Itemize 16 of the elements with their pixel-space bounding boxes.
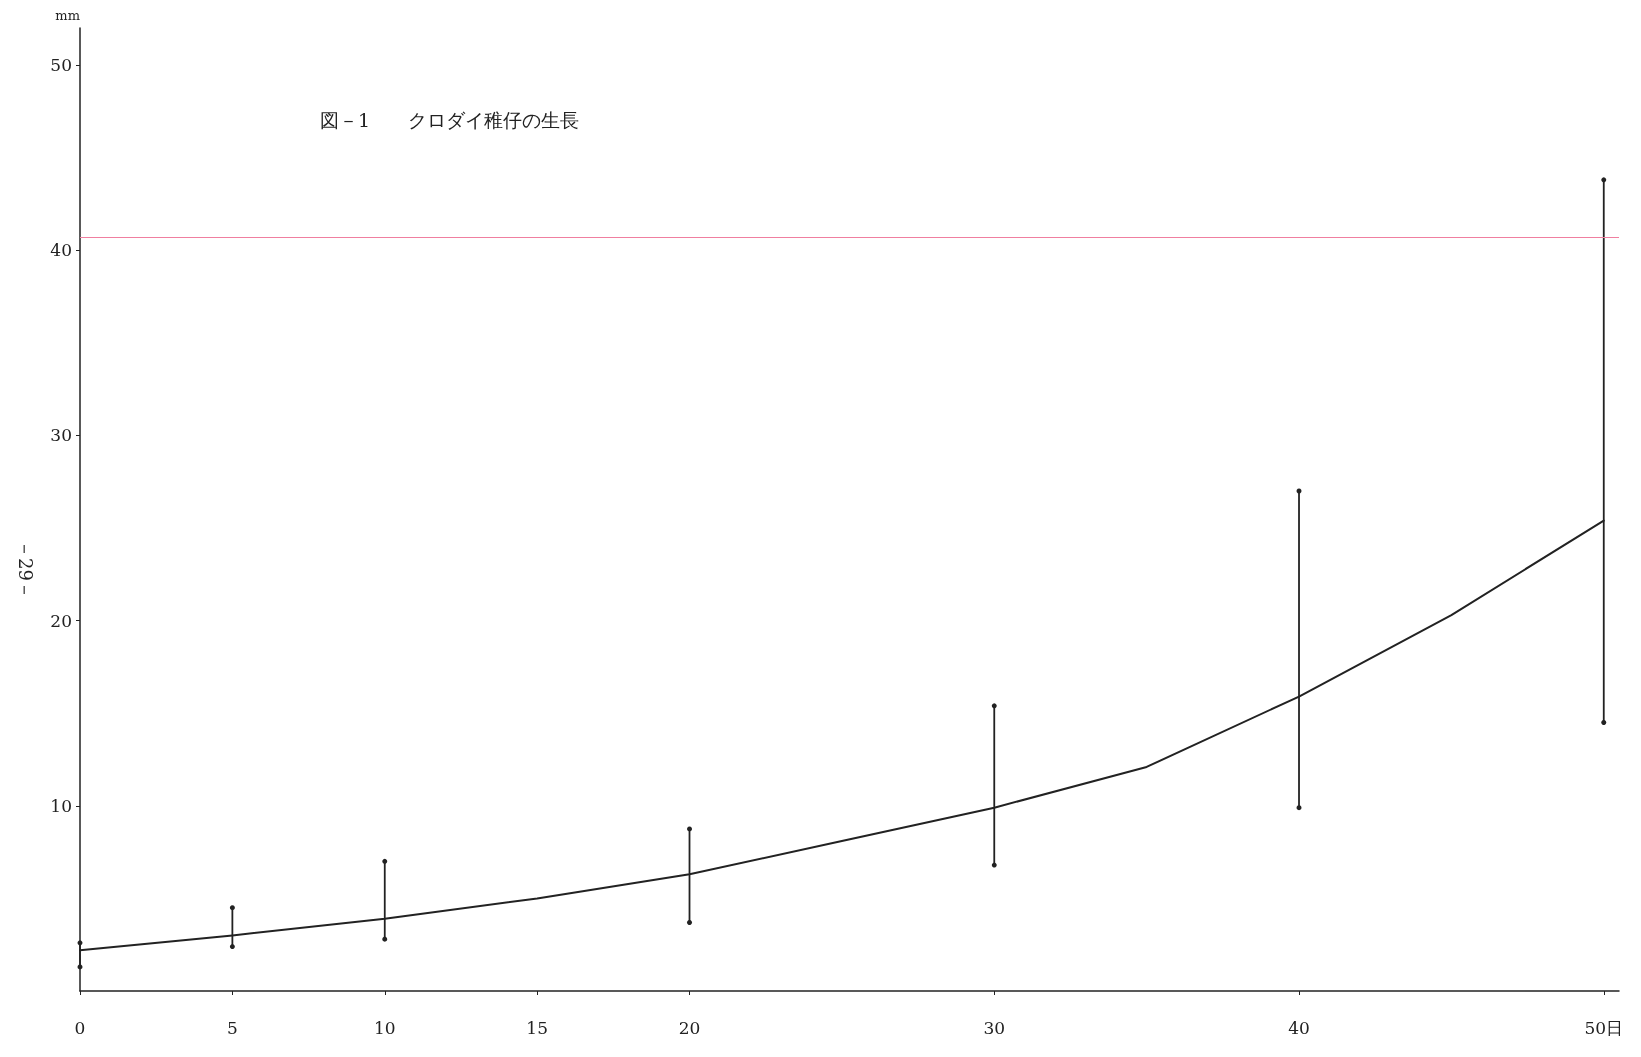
text: －29－ [14,540,36,599]
x-tick-label: 40 [1288,1017,1310,1038]
y-tick-label: 30 [50,425,72,446]
x-tick-label: 5 [226,1017,238,1038]
y-tick-label: 20 [50,610,72,631]
x-tick-label: 10 [373,1017,396,1038]
x-tick-label: 50日 [1584,1017,1624,1038]
y-tick-label: 10 [50,795,72,816]
x-tick-label: 30 [983,1017,1006,1038]
y-tick-label: 50 [50,55,72,76]
x-tick-label: 0 [74,1017,86,1038]
x-tick-label: 20 [678,1017,701,1038]
x-tick-label: 15 [526,1017,548,1038]
y-axis-title: mm [55,8,80,23]
text: 図－1 クロダイ稚仔の生長 [320,108,580,131]
y-tick-label: 40 [50,240,72,261]
